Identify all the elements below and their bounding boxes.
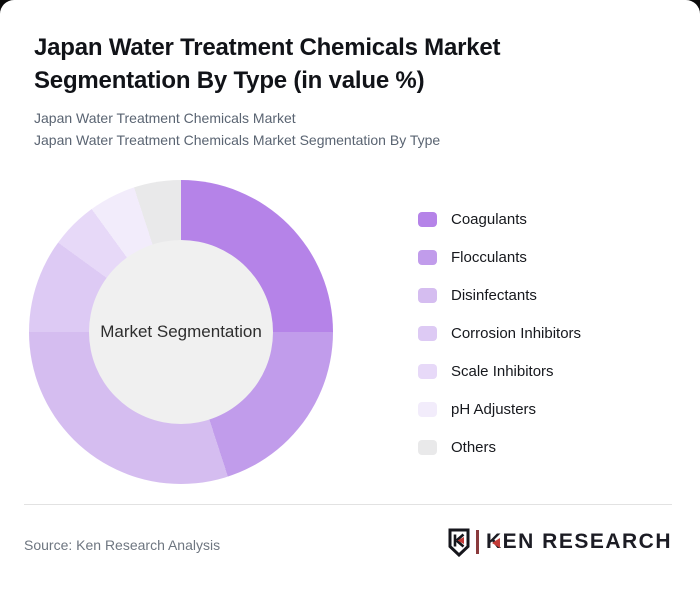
- subtitle-line-1: Japan Water Treatment Chemicals Market: [34, 110, 296, 126]
- legend-item: pH Adjusters: [418, 400, 581, 419]
- legend-label: Disinfectants: [451, 287, 537, 304]
- legend-item: Scale Inhibitors: [418, 362, 581, 381]
- legend-swatch: [418, 402, 437, 417]
- logo-letters-rest: EN RESEARCH: [502, 530, 672, 553]
- legend-item: Corrosion Inhibitors: [418, 324, 581, 343]
- donut-center: Market Segmentation: [89, 240, 273, 424]
- ken-research-logo: K EN RESEARCH: [448, 527, 672, 557]
- legend-label: Coagulants: [451, 211, 527, 228]
- legend-swatch: [418, 364, 437, 379]
- chart-legend: Coagulants Flocculants Disinfectants Corros…: [418, 210, 581, 457]
- legend-item: Others: [418, 438, 581, 457]
- logo-letter-k: K: [485, 530, 503, 553]
- source-text: Source: Ken Research Analysis: [24, 537, 221, 553]
- donut-center-label: Market Segmentation: [100, 322, 262, 341]
- legend-swatch: [418, 250, 437, 265]
- shield-k-icon: [448, 528, 470, 557]
- legend-item: Coagulants: [418, 210, 581, 229]
- legend-swatch: [418, 326, 437, 341]
- legend-swatch: [418, 288, 437, 303]
- footer-divider: [24, 504, 672, 505]
- legend-swatch: [418, 440, 437, 455]
- legend-item: Flocculants: [418, 248, 581, 267]
- legend-swatch: [418, 212, 437, 227]
- subtitle-line-2: Japan Water Treatment Chemicals Market S…: [34, 131, 441, 148]
- legend-label: pH Adjusters: [451, 401, 537, 418]
- legend-label: Corrosion Inhibitors: [451, 325, 582, 342]
- page-title: Japan Water Treatment Chemicals Market S…: [34, 34, 501, 94]
- legend-label: Scale Inhibitors: [451, 363, 554, 380]
- logo-text: K EN RESEARCH: [486, 530, 672, 554]
- legend-label: Others: [451, 439, 497, 456]
- logo-divider-bar: [475, 530, 479, 554]
- chart-subtitle: Japan Water Treatment Chemicals Market J…: [34, 108, 440, 151]
- donut-chart: Market Segmentation: [29, 180, 333, 484]
- legend-label: Flocculants: [451, 249, 527, 266]
- legend-item: Disinfectants: [418, 286, 581, 305]
